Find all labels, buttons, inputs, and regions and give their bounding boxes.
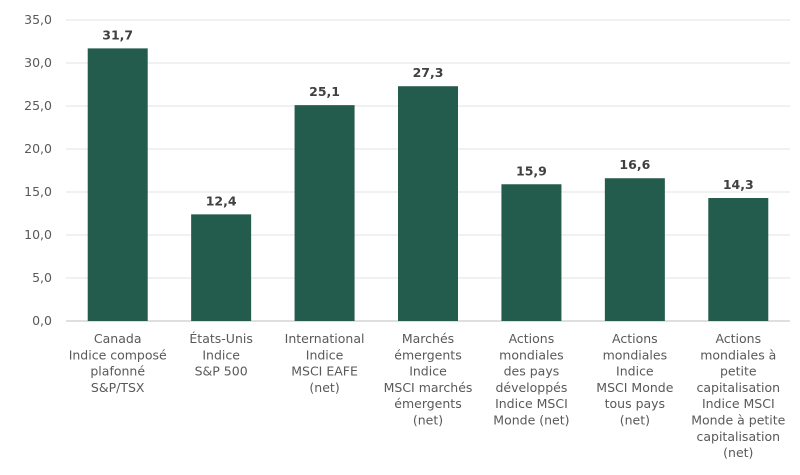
x-category-label: Indice MSCI bbox=[495, 396, 568, 411]
x-category-label: S&P 500 bbox=[195, 364, 248, 379]
x-category-label: capitalisation bbox=[696, 380, 780, 395]
x-category-label: Monde à petite bbox=[691, 413, 785, 428]
x-category-label: émergents bbox=[394, 347, 461, 362]
x-category-label: (net) bbox=[309, 380, 339, 395]
bar bbox=[604, 178, 665, 321]
x-category-label: mondiales bbox=[603, 347, 668, 362]
y-tick-label: 35,0 bbox=[24, 12, 52, 27]
x-category-label: Indice bbox=[306, 347, 344, 362]
x-category-label: Indice bbox=[616, 364, 654, 379]
x-category-label: (net) bbox=[723, 445, 753, 460]
x-category-label: Indice bbox=[409, 364, 447, 379]
x-category-label: Actions bbox=[715, 331, 761, 346]
y-tick-label: 15,0 bbox=[24, 184, 52, 199]
data-label: 16,6 bbox=[619, 157, 650, 172]
data-label: 25,1 bbox=[309, 84, 340, 99]
x-category-label: plafonné bbox=[90, 364, 145, 379]
x-category-label: (net) bbox=[413, 413, 443, 428]
bar bbox=[501, 184, 562, 321]
x-category-label: capitalisation bbox=[696, 429, 780, 444]
y-tick-label: 30,0 bbox=[24, 55, 52, 70]
bar bbox=[398, 86, 458, 321]
y-tick-label: 0,0 bbox=[32, 313, 52, 328]
x-category-label: Indice composé bbox=[69, 347, 167, 362]
bar bbox=[294, 105, 355, 321]
y-tick-label: 25,0 bbox=[24, 98, 52, 113]
x-category-label: Indice bbox=[202, 347, 240, 362]
x-category-label: émergents bbox=[394, 396, 461, 411]
x-category-label: MSCI marchés bbox=[384, 380, 473, 395]
bar bbox=[191, 214, 252, 321]
x-category-label: MSCI EAFE bbox=[291, 364, 358, 379]
y-tick-label: 20,0 bbox=[24, 141, 52, 156]
x-category-label: États-Unis bbox=[189, 331, 252, 346]
x-category-label: tous pays bbox=[605, 396, 665, 411]
x-category-label: mondiales bbox=[499, 347, 564, 362]
x-category-label: International bbox=[285, 331, 365, 346]
x-category-label: mondiales à bbox=[700, 347, 776, 362]
data-label: 14,3 bbox=[723, 177, 754, 192]
x-category-label: des pays bbox=[504, 364, 560, 379]
x-category-label: Marchés bbox=[402, 331, 454, 346]
x-category-label: S&P/TSX bbox=[91, 380, 145, 395]
x-category-label: Monde (net) bbox=[493, 413, 569, 428]
x-category-label: Canada bbox=[94, 331, 142, 346]
x-category-label: développés bbox=[495, 380, 567, 395]
x-category-label: Actions bbox=[612, 331, 658, 346]
x-category-label: Indice MSCI bbox=[702, 396, 775, 411]
x-category-label: petite bbox=[720, 364, 757, 379]
x-category-label: MSCI Monde bbox=[596, 380, 673, 395]
x-category-label: (net) bbox=[620, 413, 650, 428]
x-category-label: Actions bbox=[509, 331, 555, 346]
bar bbox=[708, 198, 769, 321]
data-label: 15,9 bbox=[516, 163, 547, 178]
y-tick-label: 5,0 bbox=[32, 270, 52, 285]
bar bbox=[87, 48, 148, 321]
data-label: 27,3 bbox=[413, 65, 444, 80]
y-tick-label: 10,0 bbox=[24, 227, 52, 242]
data-label: 12,4 bbox=[206, 193, 237, 208]
data-label: 31,7 bbox=[102, 27, 133, 42]
